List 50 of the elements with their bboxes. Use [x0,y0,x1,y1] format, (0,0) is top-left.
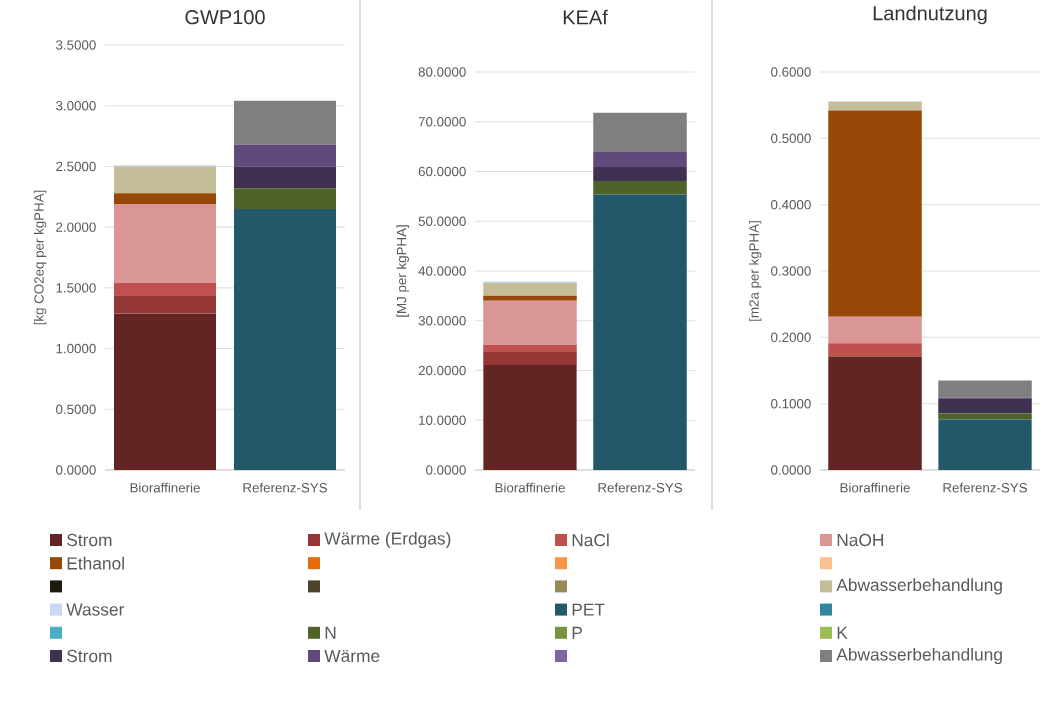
y-tick-label: 1.0000 [56,343,96,354]
legend-label: K [837,626,848,639]
y-tick-label: 10.0000 [419,415,466,425]
y-tick-label: 1.5000 [56,283,96,293]
legend-label: P [572,626,582,639]
y-tick-label: 0.0000 [56,465,96,475]
y-tick-label: 0.1000 [771,398,811,409]
x-tick-label: Bioraffinerie [495,482,565,493]
y-tick-label: 60.0000 [418,166,466,177]
legend-label: N [325,626,336,639]
y-tick-label: 0.0000 [771,465,811,475]
legend-label: NaCl [572,533,609,547]
x-tick-label: Referenz-SYS [943,482,1027,493]
y-tick-label: 0.5000 [771,133,811,144]
y-tick-label: 3.0000 [56,100,96,111]
y-tick-label: 20.0000 [418,365,466,376]
y-axis-title: [kg CO2eq per kgPHA] [33,190,47,325]
chart-title: GWP100 [185,10,265,25]
y-tick-label: 0.4000 [771,199,811,210]
y-tick-label: 2.0000 [56,222,96,232]
y-tick-label: 2.5000 [56,161,96,172]
legend-label: Wärme [324,649,380,663]
x-tick-label: Referenz-SYS [243,482,327,493]
y-axis-title: [m2a per kgPHA] [748,221,762,321]
y-tick-label: 0.0000 [426,465,466,475]
y-tick-label: 50.0000 [418,216,466,226]
y-tick-label: 30.0000 [418,316,466,326]
y-tick-label: 40.0000 [418,266,466,276]
legend-label: Abwasserbehandlung [836,578,1002,595]
legend-label: Strom [67,649,112,663]
legend-label: Wärme (Erdgas) [324,531,451,549]
y-tick-label: 0.3000 [771,266,811,276]
y-tick-label: 0.5000 [56,404,96,414]
chart-title: Landnutzung [873,5,987,25]
legend-label: Abwasserbehandlung [836,647,1002,665]
legend-label: Wasser [66,603,125,616]
y-tick-label: 3.5000 [56,40,96,50]
x-tick-label: Bioraffinerie [130,482,200,493]
y-axis-title: [MJ per kgPHA] [396,225,409,317]
y-tick-label: 0.6000 [771,67,811,77]
y-tick-label: 70.0000 [418,117,466,127]
x-tick-label: Referenz-SYS [598,482,682,493]
chart-title: KEAf [563,9,608,25]
legend-label: PET [572,603,605,616]
x-tick-label: Bioraffinerie [840,482,910,493]
legend-label: Ethanol [67,556,124,570]
legend-label: NaOH [837,533,884,547]
legend-label: Strom [67,533,112,547]
y-tick-label: 0.2000 [771,332,811,343]
y-tick-label: 80.0000 [418,67,466,77]
